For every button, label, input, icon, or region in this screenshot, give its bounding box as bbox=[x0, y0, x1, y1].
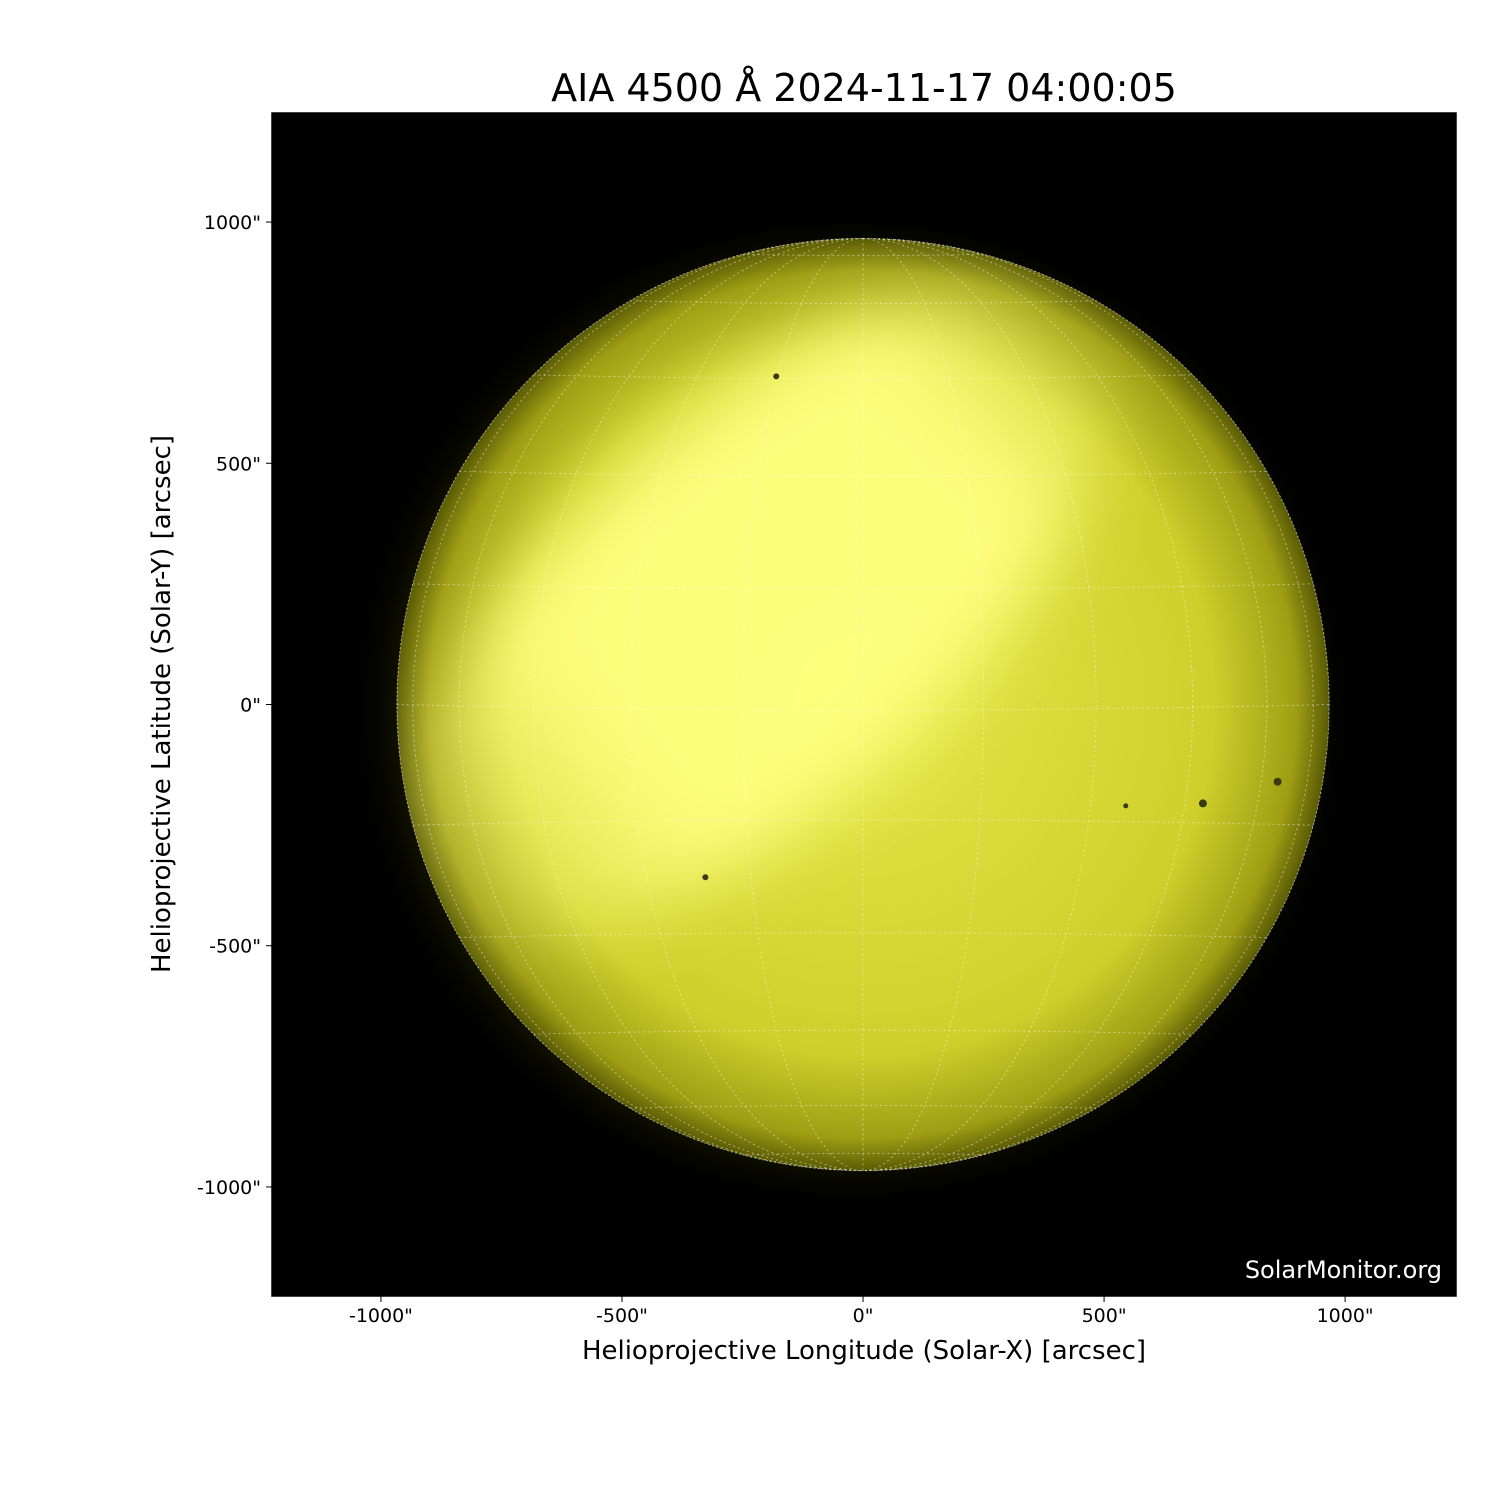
latitude-line bbox=[742, 1152, 984, 1156]
sunspot bbox=[1273, 777, 1282, 786]
longitude-line bbox=[532, 238, 864, 1171]
x-tick-label: -500" bbox=[596, 1305, 648, 1327]
y-tick-label: 0" bbox=[240, 695, 261, 717]
sunspot bbox=[1123, 803, 1129, 809]
x-tick-label: -1000" bbox=[349, 1305, 413, 1327]
bright-region bbox=[398, 284, 1108, 945]
sunspot bbox=[702, 874, 709, 881]
sunspot bbox=[773, 373, 780, 380]
watermark: SolarMonitor.org bbox=[1245, 1256, 1442, 1284]
latitude-line bbox=[459, 470, 1267, 477]
y-tick-label: 1000" bbox=[204, 212, 261, 234]
latitude-line bbox=[396, 704, 1330, 711]
x-tick-label: 0" bbox=[853, 1305, 874, 1327]
latitude-line bbox=[533, 1029, 1193, 1035]
longitude-line bbox=[863, 238, 1194, 1171]
sunspot bbox=[1198, 799, 1207, 808]
x-tick-label: 1000" bbox=[1317, 1305, 1374, 1327]
latitude-line bbox=[459, 932, 1267, 939]
y-tick-label: -1000" bbox=[197, 1177, 261, 1199]
x-tick-label: 500" bbox=[1082, 1305, 1127, 1327]
longitude-line bbox=[863, 238, 1097, 1171]
solar-limb bbox=[396, 237, 1330, 1172]
longitude-line bbox=[629, 238, 864, 1171]
latitude-line bbox=[742, 253, 984, 257]
latitude-line bbox=[412, 819, 1314, 826]
heliographic-grid bbox=[396, 238, 1330, 1171]
y-tick-label: -500" bbox=[209, 936, 261, 958]
y-tick-label: 500" bbox=[216, 453, 261, 475]
latitude-line bbox=[412, 583, 1314, 590]
x-axis-label: Helioprojective Longitude (Solar-X) [arc… bbox=[581, 1336, 1147, 1366]
longitude-line bbox=[741, 238, 864, 1171]
latitude-line bbox=[533, 374, 1193, 380]
longitude-line bbox=[863, 238, 985, 1171]
chart-title: AIA 4500 Å 2024-11-17 04:00:05 bbox=[551, 66, 1177, 110]
